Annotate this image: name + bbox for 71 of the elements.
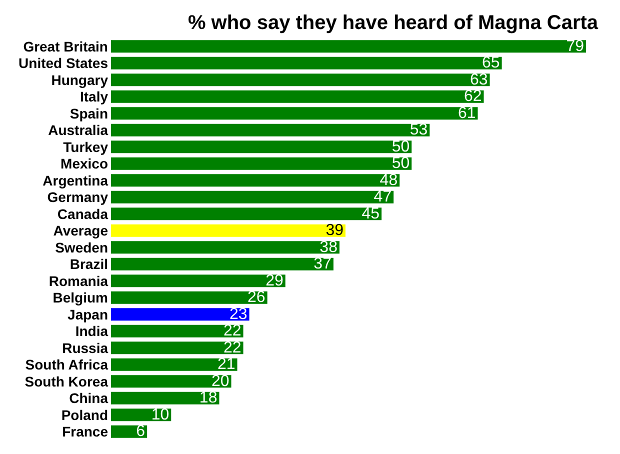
y-tick-label: Poland [61, 406, 108, 423]
chart-title: % who say they have heard of Magna Carta [188, 12, 599, 34]
data-label: 47 [374, 188, 392, 206]
bar [111, 358, 238, 371]
bar [111, 324, 244, 338]
data-label: 10 [151, 406, 170, 424]
y-tick-label: Argentina [42, 172, 108, 188]
data-label: 38 [320, 238, 338, 256]
y-tick-label: United States [18, 55, 108, 72]
data-label: 21 [217, 356, 236, 374]
bar [111, 140, 412, 154]
bar [111, 107, 478, 120]
bar [111, 174, 400, 187]
data-label: 18 [199, 390, 218, 407]
data-label: 50 [392, 138, 410, 156]
y-tick-label: China [69, 390, 108, 406]
data-label: 50 [392, 155, 410, 172]
data-label: 20 [211, 372, 230, 390]
y-tick-label: Hungary [51, 72, 108, 88]
data-label: 61 [458, 104, 476, 122]
data-label: 29 [266, 272, 284, 290]
bar [111, 258, 334, 270]
data-label: 39 [326, 222, 344, 240]
y-tick-label: South Korea [24, 373, 108, 390]
data-label: 23 [229, 306, 248, 323]
bar [111, 124, 430, 136]
data-label: 48 [380, 172, 398, 189]
bar [111, 208, 382, 220]
y-tick-label: Sweden [55, 239, 108, 256]
bar [111, 90, 484, 103]
bar [111, 392, 220, 404]
y-tick-label: Italy [80, 88, 108, 105]
data-label: 37 [314, 256, 332, 273]
data-label: 79 [566, 38, 584, 55]
bar [111, 342, 244, 354]
y-tick-label: Spain [70, 105, 108, 122]
y-tick-label: Germany [47, 189, 108, 206]
data-label: 22 [223, 322, 242, 340]
y-tick-label: Japan [68, 306, 108, 322]
data-label: 65 [482, 54, 500, 72]
y-tick-label: Mexico [60, 156, 108, 172]
data-label: 45 [362, 205, 380, 222]
y-tick-label: India [75, 323, 108, 340]
y-tick-label: South Africa [25, 356, 108, 373]
bar [111, 291, 268, 304]
y-tick-label: Great Britain [23, 38, 108, 54]
bar [111, 157, 412, 170]
y-tick-label: Russia [62, 340, 108, 356]
bar [111, 224, 346, 237]
bar [111, 40, 586, 53]
data-label: 26 [248, 289, 266, 306]
bar [111, 241, 340, 254]
data-label: 53 [410, 122, 428, 139]
data-label: 22 [223, 339, 242, 356]
y-tick-label: Brazil [70, 256, 108, 272]
bar [111, 375, 232, 388]
bar [111, 190, 394, 204]
data-label: 6 [136, 423, 146, 440]
data-label: 62 [464, 88, 482, 106]
y-tick-label: Belgium [52, 290, 108, 306]
y-tick-label: Turkey [63, 138, 108, 155]
data-label: 63 [470, 71, 488, 88]
y-tick-label: France [62, 424, 108, 440]
bar [111, 274, 286, 288]
y-tick-label: Canada [57, 206, 108, 222]
y-tick-label: Average [53, 222, 108, 239]
bar [111, 56, 502, 70]
y-tick-label: Romania [48, 272, 108, 289]
y-tick-label: Australia [48, 122, 108, 138]
bar [111, 308, 250, 321]
bar [111, 74, 490, 86]
